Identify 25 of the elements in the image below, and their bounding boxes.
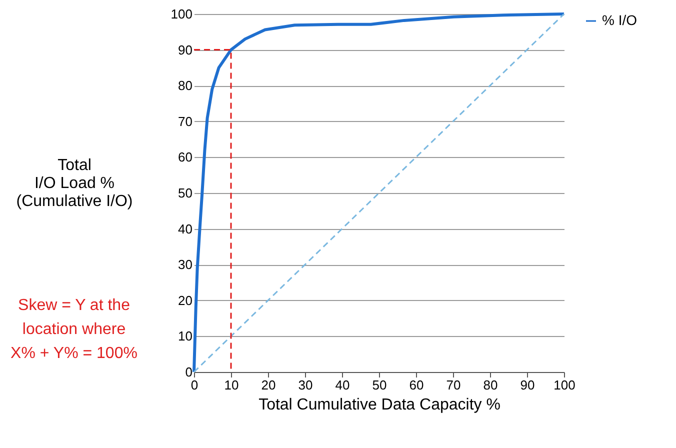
x-axis-title: Total Cumulative Data Capacity % (258, 396, 500, 414)
x-tick-label: 30 (298, 378, 313, 392)
text: Skew = Y at the location where X% + Y% = 100% (10, 297, 138, 362)
x-tick-label: 80 (483, 378, 498, 392)
y-tick-label: 100 (170, 6, 192, 22)
y-tick-label: 90 (178, 42, 192, 58)
y-tick-label: 70 (178, 114, 192, 129)
y-tick-label: 50 (178, 186, 192, 200)
x-tick-label: 60 (409, 378, 424, 392)
y-tick-label: 40 (178, 221, 192, 236)
x-tick-label: 90 (520, 378, 535, 392)
y-axis-title: Total I/O Load % (Cumulative I/O) (16, 156, 133, 210)
y-tick-label: 30 (178, 257, 192, 272)
y-tick-label: 10 (178, 328, 192, 344)
y-tick-label: 80 (178, 78, 192, 94)
y-tick-label: 60 (178, 150, 192, 165)
x-tick-label: 50 (372, 378, 387, 392)
x-tick-label: 70 (446, 378, 461, 392)
x-tick-label: 40 (335, 378, 350, 392)
y-tick-label: 20 (178, 292, 192, 308)
legend-label: % I/O (602, 12, 638, 28)
x-tick-label: 20 (261, 378, 276, 392)
x-tick-label: 10 (224, 378, 239, 392)
y-tick-label: 0 (185, 364, 192, 380)
x-tick-label: 100 (554, 378, 576, 392)
